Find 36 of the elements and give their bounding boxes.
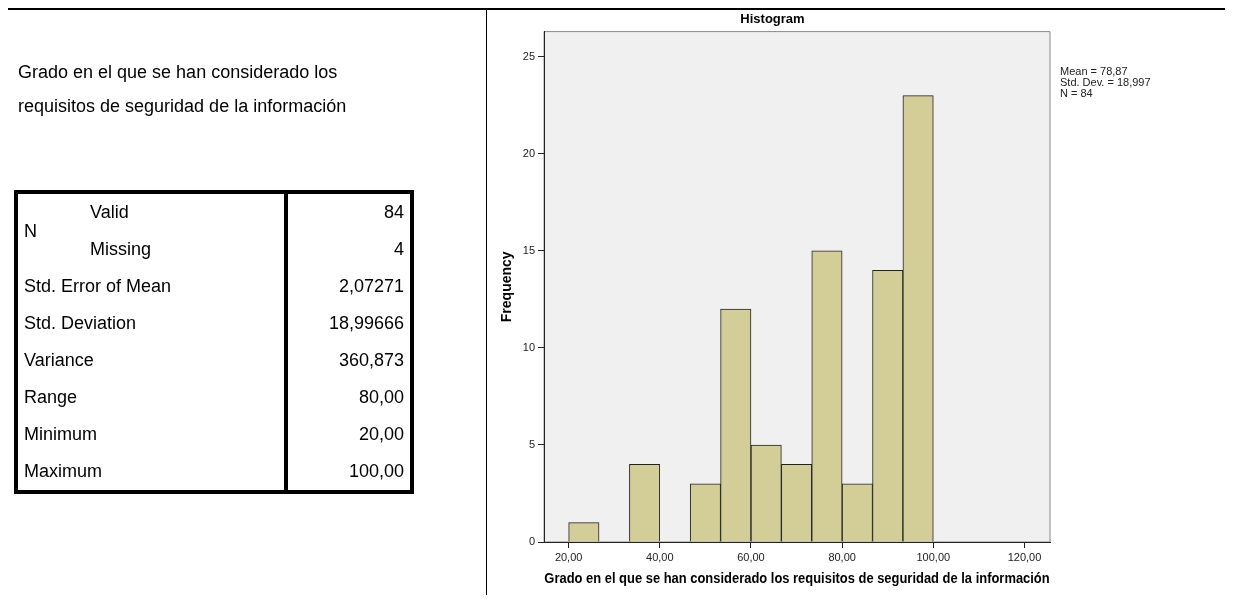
x-tick-label: 20,00 <box>554 550 583 563</box>
x-tick-label: 40,00 <box>646 550 674 563</box>
x-tick-label: 80,00 <box>828 550 856 563</box>
y-tick-label: 5 <box>528 438 536 450</box>
y-tick-label: 25 <box>522 49 536 62</box>
text: 80,00 <box>286 379 412 416</box>
x-tick-label: 120,00 <box>1007 550 1042 563</box>
y-axis-title: Frequency <box>498 251 515 323</box>
text: 100,00 <box>286 453 412 492</box>
text: Missing <box>89 238 152 261</box>
x-axis-title: Grado en el que se han considerado los requisitos de seguridad de la información <box>544 571 1050 587</box>
text: Range <box>23 386 79 409</box>
text: Std. Deviation <box>23 312 138 335</box>
text: 4 <box>286 231 412 268</box>
y-tick-label: 20 <box>522 146 536 159</box>
text: 20,00 <box>286 416 412 453</box>
text: Grado en el que se han considerado los requisitos de seguridad de la información <box>18 61 348 118</box>
text: Maximum <box>23 460 103 483</box>
text: Minimum <box>23 423 98 446</box>
x-tick-label: 60,00 <box>737 550 765 563</box>
text: Std. Dev. = 18,997 <box>1060 76 1151 89</box>
text: 360,873 <box>286 342 412 379</box>
chart-title: Histogram <box>740 11 805 27</box>
text: 84 <box>286 192 412 231</box>
text: Std. Error of Mean <box>23 275 173 298</box>
y-tick-label: 15 <box>522 243 536 256</box>
text: Valid <box>89 201 130 224</box>
y-tick-label: 0 <box>528 535 536 548</box>
x-tick-label: 100,00 <box>916 550 951 563</box>
y-tick-label: 10 <box>522 340 536 353</box>
text: Mean = 78,87 <box>1060 65 1128 78</box>
text: 18,99666 <box>286 305 412 342</box>
text: N <box>23 219 38 243</box>
text: 2,07271 <box>286 268 412 305</box>
text: N = 84 <box>1060 87 1093 100</box>
text: Variance <box>23 349 95 372</box>
